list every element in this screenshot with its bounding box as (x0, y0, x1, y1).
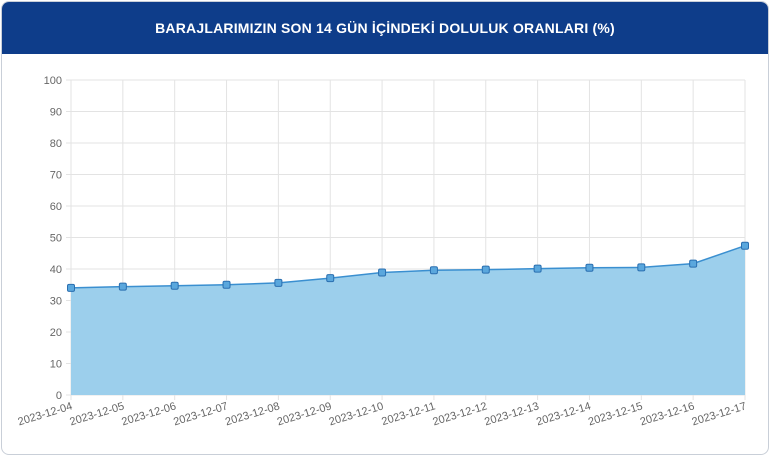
x-tick-label: 2023-12-06 (120, 400, 177, 428)
area-fill (71, 245, 745, 395)
y-tick-label: 0 (56, 390, 62, 402)
x-tick-label: 2023-12-12 (431, 400, 488, 428)
data-point (170, 281, 179, 290)
data-point (637, 263, 646, 272)
data-point (274, 278, 283, 287)
data-point (222, 280, 231, 289)
y-tick-label: 50 (50, 233, 62, 245)
series-line (70, 244, 746, 289)
x-tick-label: 2023-12-14 (535, 400, 592, 428)
data-point (741, 241, 749, 250)
y-tick-label: 30 (50, 296, 62, 308)
data-point (118, 282, 127, 291)
y-tick-label: 100 (44, 75, 62, 87)
data-point (533, 264, 542, 273)
data-point (378, 268, 387, 277)
y-tick-label: 90 (50, 107, 62, 119)
x-tick-label: 2023-12-08 (224, 400, 281, 428)
y-tick-label: 10 (50, 359, 62, 371)
data-point (326, 274, 335, 283)
x-tick-label: 2023-12-10 (328, 400, 385, 428)
x-tick-label: 2023-12-09 (276, 400, 333, 428)
x-tick-label: 2023-12-16 (639, 400, 696, 428)
x-tick-label: 2023-12-11 (380, 400, 437, 428)
y-tick-label: 20 (50, 327, 62, 339)
x-tick-label: 2023-12-07 (172, 400, 229, 428)
chart-title: BARAJLARIMIZIN SON 14 GÜN İÇİNDEKİ DOLUL… (2, 2, 768, 54)
x-tick-label: 2023-12-04 (17, 400, 74, 428)
x-tick-label: 2023-12-05 (68, 400, 125, 428)
y-tick-label: 80 (50, 138, 62, 150)
y-tick-label: 40 (50, 264, 62, 276)
data-point (429, 266, 438, 275)
data-point (67, 283, 75, 292)
x-tick-label: 2023-12-17 (691, 400, 748, 428)
data-point (481, 265, 490, 274)
y-tick-label: 60 (50, 201, 62, 213)
x-tick-label: 2023-12-13 (483, 400, 540, 428)
data-point (585, 263, 594, 272)
x-tick-label: 2023-12-15 (587, 400, 644, 428)
data-point (689, 259, 698, 268)
y-tick-label: 70 (50, 170, 62, 182)
